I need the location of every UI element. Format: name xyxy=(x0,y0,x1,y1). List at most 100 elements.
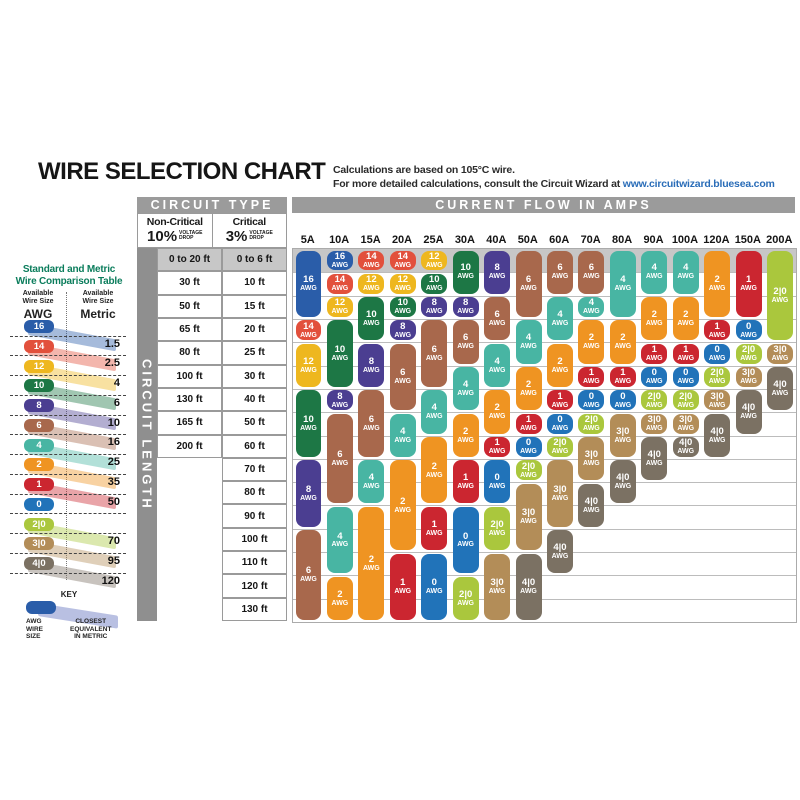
wire-gauge-pill: 16 AWG xyxy=(295,250,322,317)
dashed-separator xyxy=(10,493,126,495)
dashed-separator xyxy=(10,335,126,337)
gauge-value: 1 xyxy=(588,367,595,379)
gauge-value: 4 xyxy=(557,309,563,321)
gauge-unit: AWG xyxy=(457,436,475,444)
gauge-unit: AWG xyxy=(488,366,506,374)
gauge-value: 4|0 xyxy=(521,577,536,589)
amp-column-header: 60A xyxy=(549,234,570,246)
gauge-unit: AWG xyxy=(394,261,412,269)
wire-gauge-pill: 2 AWG xyxy=(609,320,636,364)
grid-row-line xyxy=(293,458,796,460)
dashed-separator xyxy=(10,434,126,436)
gauge-value: 1 xyxy=(431,518,437,530)
circuit-wizard-link[interactable]: www.circuitwizard.bluesea.com xyxy=(622,177,775,190)
wire-gauge-pill: 4 AWG xyxy=(421,390,448,434)
gauge-unit: AWG xyxy=(583,343,600,351)
gauge-value: 2 xyxy=(651,309,657,321)
wire-gauge-pill: 4|0 AWG xyxy=(767,367,793,411)
gauge-value: 3|0 xyxy=(741,367,756,379)
wire-gauge-pill: 4 AWG xyxy=(547,297,573,341)
gauge-value: 4|0 xyxy=(741,402,756,414)
amp-column-header: 90A xyxy=(643,234,664,246)
gauge-unit: AWG xyxy=(583,459,600,467)
wire-gauge-pill: 2 AWG xyxy=(484,390,511,434)
amp-column-header: 80A xyxy=(612,234,633,246)
gauge-unit: AWG xyxy=(394,308,412,316)
length-cell-critical: 60 ft xyxy=(222,434,287,458)
wire-gauge-pill: 6 AWG xyxy=(295,530,322,620)
awg-pill: 3|0 xyxy=(24,537,54,551)
wire-gauge-pill: 4 AWG xyxy=(578,297,605,317)
length-cell-non-critical: 200 ft xyxy=(157,434,222,458)
gauge-value: 2 xyxy=(620,332,626,344)
metric-value: 4 xyxy=(113,377,120,389)
gauge-value: 6 xyxy=(431,344,437,355)
wire-gauge-pill: 0 AWG xyxy=(735,320,762,341)
grid-row-line xyxy=(293,272,796,274)
gauge-value: 3|0 xyxy=(710,390,724,402)
gauge-value: 1 xyxy=(683,344,689,355)
gauge-unit: AWG xyxy=(551,273,569,281)
awg-pill: 10 xyxy=(24,379,54,393)
gauge-value: 4 xyxy=(431,402,437,414)
gauge-unit: AWG xyxy=(708,401,726,409)
metric-value: 10 xyxy=(107,416,120,429)
wire-gauge-pill: 16 AWG xyxy=(326,250,353,271)
wire-gauge-pill: 2|0 AWG xyxy=(484,506,511,551)
wire-gauge-pill: 4 AWG xyxy=(484,343,511,387)
length-cell-non-critical: 130 ft xyxy=(157,387,222,412)
wire-gauge-pill: 0 AWG xyxy=(641,367,668,387)
wire-gauge-pill: 3|0 AWG xyxy=(735,367,762,387)
awg-pill: 2|0 xyxy=(24,517,54,531)
gauge-unit: AWG xyxy=(362,424,380,432)
gauge-value: 8 xyxy=(494,262,500,274)
gauge-unit: AWG xyxy=(771,296,789,304)
grid-row-line xyxy=(293,365,796,367)
gauge-unit: AWG xyxy=(488,413,506,421)
dashed-separator xyxy=(10,533,126,534)
wire-gauge-pill: 10 AWG xyxy=(326,320,353,387)
metric-value: 1.5 xyxy=(104,337,120,350)
gauge-value: 3|0 xyxy=(521,507,536,519)
gauge-unit: AWG xyxy=(425,471,443,479)
grid-row-line xyxy=(293,318,796,320)
wire-gauge-pill: 1 AWG xyxy=(609,367,636,387)
wire-gauge-pill: 10 AWG xyxy=(421,273,448,294)
wire-gauge-pill: 6 AWG xyxy=(421,320,448,387)
grid-row-line xyxy=(293,388,796,390)
wire-gauge-pill: 10 AWG xyxy=(358,297,385,341)
wire-gauge-pill: 2 AWG xyxy=(515,367,542,411)
gauge-unit: AWG xyxy=(425,308,443,316)
length-cell-critical: 30 ft xyxy=(222,364,287,388)
gauge-value: 0 xyxy=(494,472,500,484)
amp-column-header: 5A xyxy=(300,234,315,246)
wire-gauge-pill: 8 AWG xyxy=(358,343,385,387)
gauge-value: 8 xyxy=(305,483,312,495)
gauge-unit: AWG xyxy=(425,285,443,293)
gauge-value: 6 xyxy=(557,262,563,274)
gauge-value: 4 xyxy=(400,425,406,437)
gauge-value: 2 xyxy=(337,588,343,600)
non-critical-header: Non-Critical 10% VOLTAGE DROP xyxy=(146,216,203,245)
dashed-separator xyxy=(10,375,126,376)
wire-gauge-pill: 0 AWG xyxy=(578,390,605,411)
gauge-value: 4 xyxy=(620,274,626,286)
gauge-value: 10 xyxy=(334,344,346,355)
wire-gauge-pill: 8 AWG xyxy=(421,297,448,317)
awg-pill: 2 xyxy=(24,458,54,472)
length-cell-critical: 10 ft xyxy=(222,271,287,295)
gauge-unit: AWG xyxy=(300,331,317,339)
gauge-value: 0 xyxy=(525,437,532,449)
wire-gauge-pill: 2 AWG xyxy=(358,506,385,620)
metric-value: 120 xyxy=(101,574,120,587)
amp-column-header: 200A xyxy=(766,234,793,246)
gauge-value: 14 xyxy=(303,320,314,332)
grid-row-line xyxy=(293,412,796,414)
wire-gauge-pill: 0 AWG xyxy=(672,367,699,387)
gauge-unit: AWG xyxy=(457,599,475,607)
gauge-unit: AWG xyxy=(331,459,349,467)
wire-gauge-pill: 1 AWG xyxy=(672,343,699,364)
gauge-unit: AWG xyxy=(488,483,506,491)
wire-gauge-pill: 2 AWG xyxy=(672,297,699,341)
amp-column-header: 10A xyxy=(329,234,350,246)
